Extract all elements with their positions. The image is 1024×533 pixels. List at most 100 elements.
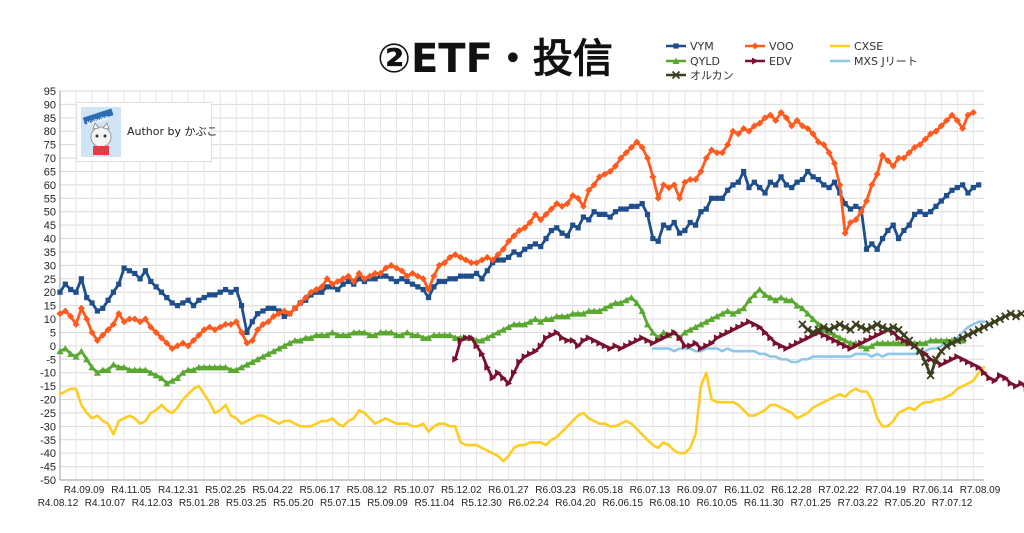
series-1-point xyxy=(141,315,149,323)
series-3-point xyxy=(446,331,454,339)
x-tick-label: R6.07.13 xyxy=(630,485,671,496)
series-3-point xyxy=(585,307,593,314)
series-1-point xyxy=(425,286,433,294)
series-4-point xyxy=(772,339,780,347)
series-4-point xyxy=(633,336,641,344)
series-3-point xyxy=(77,347,85,355)
series-0-point xyxy=(324,284,330,290)
series-3-point xyxy=(921,339,929,347)
series-4-point xyxy=(1013,382,1020,390)
series-1-point xyxy=(927,130,935,138)
series-3-point xyxy=(339,331,347,339)
series-0-point xyxy=(730,182,736,188)
series-0-point xyxy=(890,222,896,228)
y-tick-label: 40 xyxy=(44,234,56,246)
series-1-point xyxy=(419,275,427,283)
series-0-point xyxy=(548,227,554,234)
series-3-point xyxy=(174,374,182,382)
legend-entry-6: MXS Jリート xyxy=(830,55,918,68)
series-3-point xyxy=(515,320,523,328)
series-1-point xyxy=(959,125,967,133)
series-0-point xyxy=(906,222,912,228)
series-1-point xyxy=(136,318,144,326)
series-3-point xyxy=(184,366,192,374)
series-0-point xyxy=(703,206,709,212)
x-tick-label: R7.04.19 xyxy=(865,485,906,496)
series-1-point xyxy=(692,176,700,184)
series-0-point xyxy=(132,270,138,277)
y-tick-label: 5 xyxy=(50,327,56,339)
series-5-point xyxy=(985,320,994,329)
series-5-point xyxy=(963,330,973,340)
series-4-point xyxy=(478,350,486,358)
series-4-point xyxy=(948,355,956,363)
series-1-point xyxy=(67,312,75,320)
series-3-point xyxy=(227,366,235,374)
series-4-point xyxy=(938,361,945,369)
series-0-point xyxy=(778,174,784,180)
x-tick-label: R5.05.20 xyxy=(273,498,314,509)
y-tick-label: 65 xyxy=(44,166,56,178)
series-3-point xyxy=(387,328,395,336)
series-3-point xyxy=(820,326,828,333)
series-0-point xyxy=(238,303,245,309)
series-0-point xyxy=(901,227,907,234)
series-0-point xyxy=(960,182,966,188)
series-0-point xyxy=(847,206,854,212)
series-4-point xyxy=(831,336,838,344)
series-4-point xyxy=(729,326,737,334)
series-4-point xyxy=(991,377,999,385)
series-1-point xyxy=(441,259,449,267)
series-4-point xyxy=(836,339,844,347)
series-3-point xyxy=(937,336,945,344)
series-0-point xyxy=(100,305,106,311)
series-1-point xyxy=(125,315,133,323)
series-5-point xyxy=(931,355,941,364)
series-1-point xyxy=(921,135,929,143)
series-0-point xyxy=(169,300,175,306)
series-4-point xyxy=(804,334,812,342)
series-1-point xyxy=(179,339,187,347)
series-0-point xyxy=(244,329,250,336)
series-3-point xyxy=(857,342,865,349)
series-1-point xyxy=(521,224,529,232)
series-0-point xyxy=(815,176,822,183)
series-0-point xyxy=(393,278,400,285)
series-1-point xyxy=(211,326,219,334)
series-0-point xyxy=(821,182,827,188)
author-label: Author by かぶこ xyxy=(127,125,218,138)
series-0-point xyxy=(388,276,394,282)
series-3-point xyxy=(296,336,304,344)
series-3-point xyxy=(724,307,732,314)
series-4-point xyxy=(628,339,635,347)
series-1-point xyxy=(184,342,192,350)
series-0-point xyxy=(725,187,731,193)
series-3-point xyxy=(750,291,758,298)
x-tick-label: R7.08.09 xyxy=(960,485,1001,496)
series-3 xyxy=(56,286,967,387)
series-0-point xyxy=(409,281,416,287)
series-3-point xyxy=(264,350,272,357)
series-1-point xyxy=(195,331,203,339)
x-tick-label: R7.02.22 xyxy=(818,485,859,496)
series-1-point xyxy=(953,117,961,125)
series-1-point xyxy=(435,261,443,269)
series-3-point xyxy=(537,318,545,325)
x-tick-label: R5.07.15 xyxy=(320,498,361,509)
series-4-point xyxy=(553,328,561,336)
series-0-point xyxy=(281,313,287,319)
x-tick-label: R5.01.28 xyxy=(179,498,220,509)
series-1-point xyxy=(718,149,726,157)
series-4-point xyxy=(617,345,625,353)
series-1-point xyxy=(740,125,748,133)
series-1-point xyxy=(147,323,155,331)
series-1-point xyxy=(964,111,972,119)
series-1-point xyxy=(457,253,465,261)
series-1-point xyxy=(200,326,208,334)
series-0-point xyxy=(142,268,149,274)
series-3-point xyxy=(478,336,486,344)
series-1-point xyxy=(911,143,919,151)
series-4-point xyxy=(879,328,887,336)
series-0-point xyxy=(201,294,207,301)
